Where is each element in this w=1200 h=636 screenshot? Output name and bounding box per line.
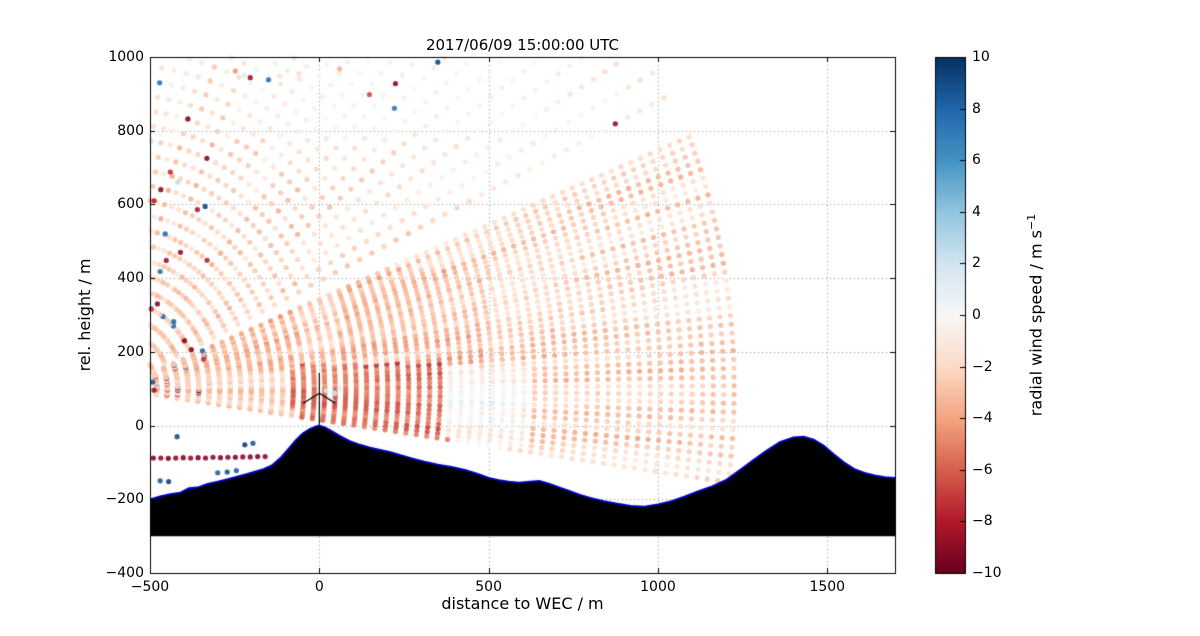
colorbar-tick-label: −10 xyxy=(972,565,1002,581)
colorbar-tick-label: 8 xyxy=(972,100,981,117)
y-tick-label: 0 xyxy=(135,417,144,434)
y-tick-label: −400 xyxy=(105,565,144,581)
y-tick-label: 1000 xyxy=(108,49,144,65)
colorbar-tick-label: −8 xyxy=(972,513,993,530)
x-tick-label: 1500 xyxy=(809,579,846,595)
y-tick-label: 600 xyxy=(117,196,144,213)
y-tick-label: 400 xyxy=(117,270,144,287)
chart-title: 2017/06/09 15:00:00 UTC xyxy=(425,36,620,54)
colorbar-tick-label: 4 xyxy=(972,203,981,220)
y-tick-label: −200 xyxy=(105,491,144,508)
colorbar-tick-label: 0 xyxy=(972,307,981,323)
x-tick-label: 0 xyxy=(314,579,324,595)
colorbar-tick-label: −2 xyxy=(972,358,993,375)
y-axis-label: rel. height / m xyxy=(75,258,94,372)
colorbar-axis-label: radial wind speed / m s−1 xyxy=(1025,115,1045,515)
colorbar-tick-label: −6 xyxy=(972,461,993,478)
y-tick-label: 200 xyxy=(117,343,144,360)
y-tick-label: 800 xyxy=(117,122,144,139)
colorbar-tick-label: 2 xyxy=(972,255,981,272)
colorbar-tick-label: 6 xyxy=(972,152,981,169)
colorbar-tick-label: 10 xyxy=(972,49,990,65)
colorbar-label-text: radial wind speed / m s xyxy=(1026,230,1046,417)
x-axis-label: distance to WEC / m xyxy=(441,594,604,613)
x-tick-label: 500 xyxy=(475,579,502,595)
x-tick-label: 1000 xyxy=(640,579,676,595)
colorbar-tick-label: −4 xyxy=(972,410,993,427)
x-tick-label: −500 xyxy=(130,579,170,595)
colorbar-label-exponent: −1 xyxy=(1025,213,1038,231)
